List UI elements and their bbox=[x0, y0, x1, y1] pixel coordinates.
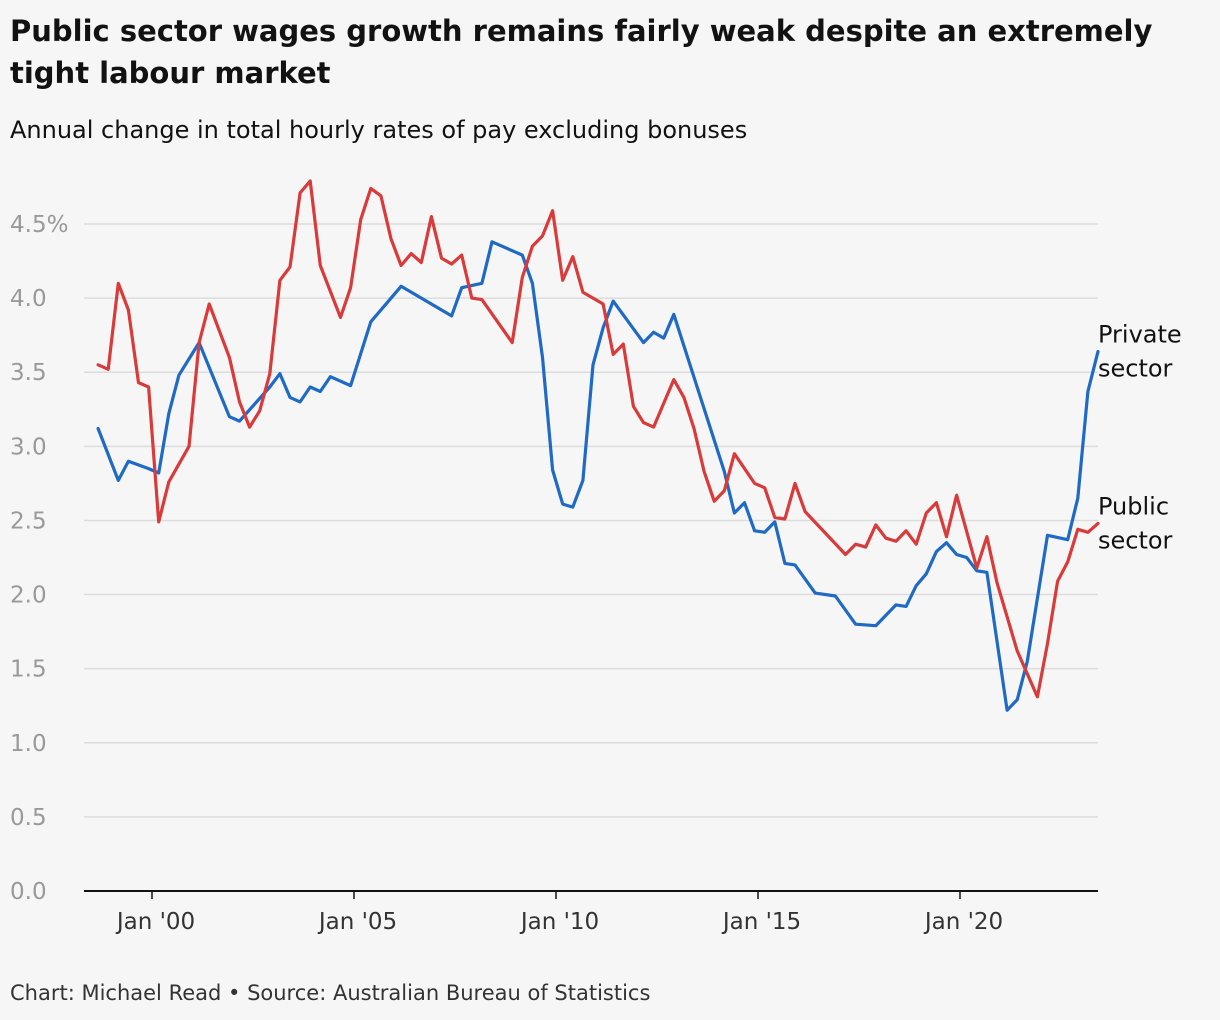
y-axis-ticks: 0.0 0.5 1.0 1.5 2.0 2.5 3.0 3.5 4.0 4.5% bbox=[10, 212, 68, 905]
y-tick-label: 1.0 bbox=[10, 731, 47, 757]
public-sector-label: Public bbox=[1098, 492, 1169, 520]
chart-source: Chart: Michael Read • Source: Australian… bbox=[10, 981, 651, 1005]
x-tick-label: Jan '00 bbox=[115, 909, 195, 935]
private-sector-label: Private bbox=[1098, 320, 1182, 348]
public-sector-label: sector bbox=[1098, 526, 1173, 554]
x-tick-label: Jan '15 bbox=[721, 909, 801, 935]
x-tick-label: Jan '10 bbox=[519, 909, 599, 935]
x-axis-ticks: Jan '00 Jan '05 Jan '10 Jan '15 Jan '20 bbox=[115, 891, 1003, 935]
y-tick-label: 4.5% bbox=[10, 212, 68, 238]
private-sector-label: sector bbox=[1098, 354, 1173, 382]
y-tick-label: 4.0 bbox=[10, 286, 47, 312]
series-labels: Private sector Public sector bbox=[1098, 320, 1182, 554]
y-tick-label: 3.0 bbox=[10, 434, 47, 460]
x-tick-label: Jan '05 bbox=[317, 909, 397, 935]
public-sector-line bbox=[96, 179, 1100, 699]
x-tick-label: Jan '20 bbox=[923, 909, 1003, 935]
chart-subtitle: Annual change in total hourly rates of p… bbox=[10, 116, 748, 144]
y-tick-label: 0.5 bbox=[10, 805, 47, 831]
y-tick-label: 3.5 bbox=[10, 360, 47, 386]
y-tick-label: 1.5 bbox=[10, 657, 47, 683]
y-tick-label: 2.0 bbox=[10, 583, 47, 609]
y-tick-label: 0.0 bbox=[10, 879, 47, 905]
series-lines bbox=[96, 179, 1100, 712]
chart-title: Public sector wages growth remains fairl… bbox=[10, 14, 1153, 90]
private-sector-line bbox=[96, 240, 1100, 712]
y-gridlines bbox=[84, 223, 1098, 818]
y-tick-label: 2.5 bbox=[10, 508, 47, 534]
